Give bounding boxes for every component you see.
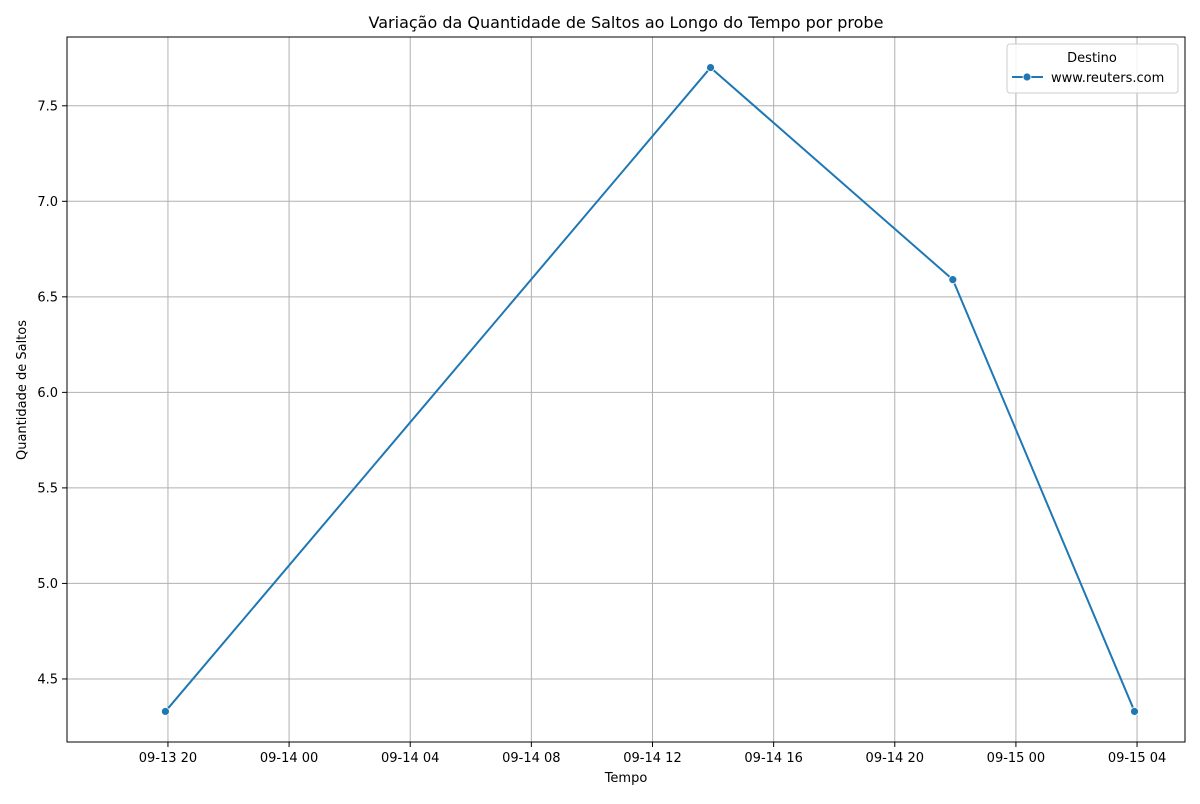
legend-title: Destino [1067,51,1117,66]
x-tick-label: 09-14 00 [260,751,318,766]
legend-box [1006,43,1179,94]
y-axis-label: Quantidade de Saltos [15,320,30,460]
axes: 09-13 20 09-14 00 09-14 04 09-14 08 09-14 12… [37,99,1166,766]
y-tick-label: 4.5 [37,672,58,687]
x-axis-label: Tempo [604,771,648,786]
x-tick-label: 09-14 08 [502,751,560,766]
y-tick-label: 7.0 [37,195,58,210]
y-tick-label: 7.5 [37,99,58,114]
series-line [164,66,1136,713]
y-tick-label: 5.0 [37,577,58,592]
chart-title: Variação da Quantidade de Saltos ao Long… [369,13,884,32]
legend: Destino www.reuters.com [1006,43,1179,94]
x-tick-label: 09-14 20 [866,751,924,766]
data-point [1130,707,1139,716]
legend-entry-label: www.reuters.com [1051,71,1164,86]
x-tick-label: 09-14 16 [744,751,802,766]
legend-point-marker [1022,72,1032,82]
x-tick-label: 09-14 04 [381,751,439,766]
x-tick-label: 09-15 04 [1108,751,1166,766]
y-tick-label: 6.0 [37,386,58,401]
x-tick-label: 09-14 12 [623,751,681,766]
grid [67,37,1185,742]
data-point [706,63,715,72]
series-layer [161,63,1139,716]
plot-frame [66,36,1186,743]
y-tick-label: 6.5 [37,290,58,305]
y-tick-label: 5.5 [37,481,58,496]
x-tick-label: 09-15 00 [987,751,1045,766]
data-point [161,707,170,716]
data-point [948,275,958,285]
x-tick-label: 09-13 20 [139,751,197,766]
